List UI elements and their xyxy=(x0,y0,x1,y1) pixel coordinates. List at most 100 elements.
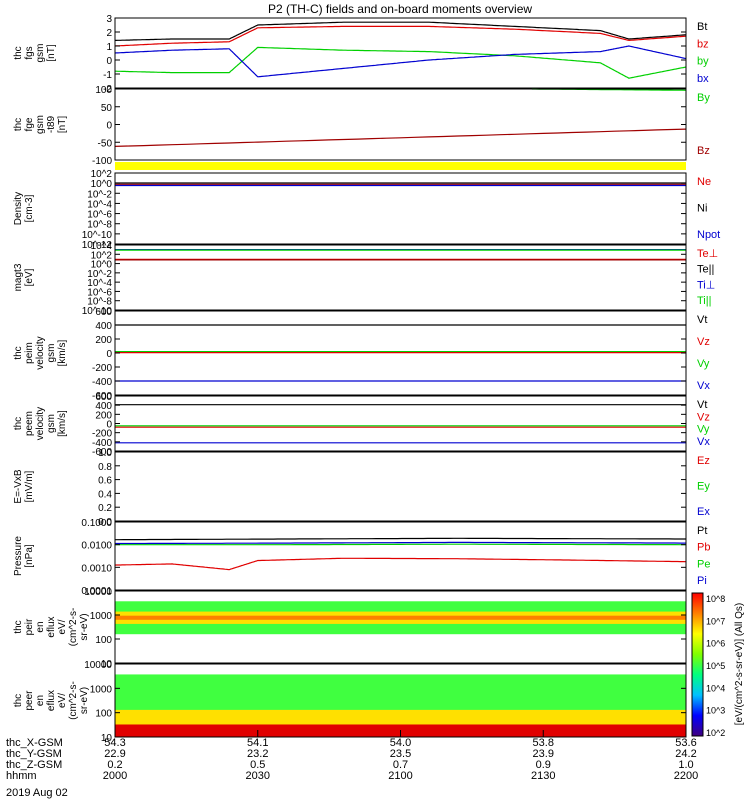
ytick-label: 100 xyxy=(95,85,112,96)
ytick-label: 100 xyxy=(95,709,112,720)
xaxis-value: 0.9 xyxy=(536,759,551,771)
ytick-label: 10 xyxy=(101,733,113,744)
xaxis-value: 23.5 xyxy=(390,748,411,760)
ytick-label: 1000 xyxy=(90,684,113,695)
xaxis-row-label: hhmm xyxy=(6,770,37,782)
ytick-label: 2 xyxy=(106,28,112,39)
legend-Npot: Npot xyxy=(697,229,720,241)
ytick-label: 1 xyxy=(106,42,112,53)
ytick-label: 10^-8 xyxy=(87,297,112,308)
ylabel: thcpeemvelocitygsm[km/s] xyxy=(13,407,68,440)
legend-by: by xyxy=(697,56,709,68)
legend-Ti⊥: Ti⊥ xyxy=(697,279,715,291)
xaxis-value: 2030 xyxy=(246,770,270,782)
panel-4: 600 400 200 0 -200 -400 -600 thcpeimvelocitygsm… xyxy=(13,307,710,402)
ytick-label: 0.1000 xyxy=(81,518,112,529)
ytick-label: 10^-2 xyxy=(87,189,112,200)
legend-Vz: Vz xyxy=(697,336,710,348)
legend-By: By xyxy=(697,92,710,104)
ytick-label: 600 xyxy=(95,307,112,318)
panel-5: 6004002000-200-400-600thcpeemvelocitygsm… xyxy=(13,392,710,458)
xaxis-value: 23.2 xyxy=(247,748,268,760)
colorbar-tick: 10^3 xyxy=(706,706,725,716)
ytick-label: 600 xyxy=(95,392,112,403)
ylabel: thcfgegsm-t89[nT] xyxy=(13,115,68,134)
ylabel: Density[cm-3] xyxy=(13,192,35,225)
ylabel: thcpeerenefluxeV/(cm^2-s-sr-eV) xyxy=(13,681,90,720)
colorbar-tick: 10^6 xyxy=(706,639,725,649)
series-by xyxy=(115,46,687,79)
ytick-label: 10^-8 xyxy=(87,220,112,231)
ytick-label: -600 xyxy=(92,447,112,458)
xaxis-value: 2200 xyxy=(674,770,698,782)
ytick-label: 10000 xyxy=(84,660,112,671)
ytick-label: -50 xyxy=(98,138,113,149)
series-Pe xyxy=(115,543,686,546)
legend-Vx: Vx xyxy=(697,380,710,392)
separator-bar xyxy=(115,162,686,170)
ylabel: Pressure[nPa] xyxy=(13,536,35,576)
ytick-label: 10^2 xyxy=(91,169,113,180)
colorbar-tick: 10^7 xyxy=(706,616,725,626)
ytick-label: 0.0 xyxy=(98,517,112,528)
legend-Pt: Pt xyxy=(697,525,707,537)
ytick-label: 200 xyxy=(95,335,112,346)
ytick-label: 0 xyxy=(106,56,112,67)
xaxis-value: 2130 xyxy=(531,770,555,782)
panel-9: 10000 1000 100 10 thcpeerenefluxeV/(cm^2-s-s… xyxy=(13,660,687,744)
legend-Pe: Pe xyxy=(697,558,710,570)
legend-bz: bz xyxy=(697,38,709,50)
colorbar-scale xyxy=(691,592,704,737)
heatmap-band-2 xyxy=(115,615,686,620)
series-Pt xyxy=(115,537,686,541)
xaxis-value: 54.1 xyxy=(247,737,268,749)
ytick-label: 10^-6 xyxy=(87,210,112,221)
legend-Vx: Vx xyxy=(697,436,710,448)
panel-6: 1.0 0.8 0.6 0.4 0.2 0.0 E=-VxB[mV/m] Ez Ey Ex xyxy=(13,448,710,528)
colorbar-tick: 10^4 xyxy=(706,683,725,693)
ytick-label: 1.0 xyxy=(98,448,112,459)
ylabel: thcfgsgsm[nT] xyxy=(13,44,57,63)
series-Bt xyxy=(115,21,687,42)
xaxis-value: 2000 xyxy=(103,770,127,782)
xaxis-row-label: thc_Z-GSM xyxy=(6,759,62,771)
ytick-label: 10^-6 xyxy=(87,287,112,298)
series-Bz xyxy=(114,128,687,147)
ytick-label: 10^-12 xyxy=(82,240,113,251)
legend-Te||: Te|| xyxy=(697,264,714,276)
series-bx xyxy=(114,45,687,78)
ytick-label: 200 xyxy=(95,410,112,421)
ytick-label: -400 xyxy=(92,438,112,449)
colorbar-tick: 10^8 xyxy=(706,594,725,604)
ytick-label: -200 xyxy=(92,429,112,440)
panel-0: 3 2 1 0 -1 -2 thcfgsgsm[nT] Bt bz by bx xyxy=(13,14,709,95)
legend-Bz: Bz xyxy=(697,145,710,157)
ytick-label: 10000 xyxy=(84,587,112,598)
series-Pi xyxy=(115,541,686,545)
date-label: 2019 Aug 02 xyxy=(6,787,68,799)
ytick-label: 10^0 xyxy=(91,260,113,271)
legend-Vy: Vy xyxy=(697,358,710,370)
ytick-label: 10^0 xyxy=(91,179,113,190)
ytick-label: -400 xyxy=(92,377,112,388)
ytick-label: 1000 xyxy=(90,611,113,622)
ytick-label: 0 xyxy=(106,349,112,360)
ytick-label: 50 xyxy=(101,103,113,114)
legend-Vz: Vz xyxy=(697,411,710,423)
xaxis-value: 0.5 xyxy=(250,759,265,771)
ytick-label: 400 xyxy=(95,401,112,412)
xaxis-value: 1.0 xyxy=(678,759,693,771)
legend-Pi: Pi xyxy=(697,575,707,587)
panel-8: 10000 1000 100 10 thcpeirenefluxeV/(cm^2-s-s… xyxy=(13,587,687,670)
xaxis-row-label: thc_X-GSM xyxy=(6,737,63,749)
legend-Vt: Vt xyxy=(697,399,707,411)
panel-2: 10^210^010^-210^-410^-610^-810^-1010^-12… xyxy=(13,169,720,251)
ytick-label: 0.8 xyxy=(98,462,112,473)
panel-3: 10^410^210^010^-210^-410^-610^-810^-10 ma… xyxy=(13,241,718,317)
ylabel: magt3[eV] xyxy=(13,263,35,291)
xaxis-value: 53.6 xyxy=(675,737,696,749)
ytick-label: 10^-4 xyxy=(87,278,112,289)
ytick-label: 0.4 xyxy=(98,489,112,500)
legend-Ez: Ez xyxy=(697,455,710,467)
